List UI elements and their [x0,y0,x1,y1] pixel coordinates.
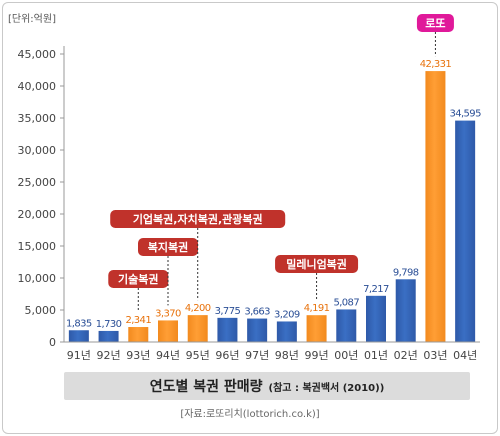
bar [395,279,416,342]
unit-label: [단위:억원] [8,12,56,25]
x-tick-label: 93년 [126,349,150,362]
bar [187,315,208,342]
x-tick-label: 00년 [334,349,358,362]
source-note: [자료:로또리치(lottorich.co.k)] [180,409,320,420]
value-label: 9,798 [393,267,419,278]
bar [247,318,268,342]
y-tick-label: 15,000 [18,240,57,253]
annotation-box [416,14,454,32]
y-tick-label: 0 [49,336,56,349]
annotation-label: 기업복권,자치복권,관광복권 [133,212,263,226]
value-label: 4,200 [185,303,211,314]
annotation-label: 밀레니엄복권 [286,257,347,271]
annotation-label: 기술복권 [118,272,158,286]
bar [455,120,476,342]
value-label: 5,087 [333,297,359,308]
value-label: 3,370 [155,308,181,319]
bar [128,327,149,342]
annotation-box [138,238,198,256]
value-label: 1,835 [66,318,92,329]
bar [425,71,446,342]
y-tick-label: 35,000 [18,112,57,125]
bar [217,317,238,342]
x-tick-label: 01년 [364,349,388,362]
bar [366,295,386,342]
chart-subtitle: (참고 : 복권백서 (2010)) [268,382,385,394]
y-tick-label: 10,000 [18,272,57,285]
y-tick-label: 40,000 [18,80,57,93]
y-tick-label: 20,000 [18,208,57,221]
x-tick-label: 03년 [423,349,447,362]
bars: 1,835 1,730 2,341 3,370 4,200 3,775 3,663 3,209… [66,59,482,342]
bar-chart: [단위:억원] 0 5,000 10,000 15,000 20,000 25,000 30… [8,12,482,362]
bar [98,330,119,342]
x-tick-label: 04년 [453,349,477,362]
chart-title-box: 연도별 복권 판매량 (참고 : 복권백서 (2010)) [64,372,470,400]
x-tick-label: 91년 [67,349,91,362]
value-label: 3,775 [215,306,241,317]
annotation-label: 로또 [425,17,445,30]
y-tick-label: 5,000 [25,304,57,317]
bar [276,321,297,342]
x-axis: 91년 92년 93년 94년 95년 96년 97년 98년 99년 00년 01년 02년 03년 0… [64,341,480,362]
annotation-box [108,270,169,288]
value-label: 3,663 [244,307,270,318]
x-tick-label: 97년 [245,349,269,362]
x-tick-label: 99년 [305,349,329,362]
x-tick-label: 94년 [156,349,180,362]
chart-title: 연도별 복권 판매량 [149,379,263,395]
value-label: 7,217 [363,284,389,295]
bar [336,309,357,342]
annotation-label: 복지복권 [148,240,188,254]
x-tick-label: 98년 [275,349,299,362]
y-tick-label: 45,000 [18,48,57,61]
bar [158,320,178,342]
x-tick-label: 92년 [97,349,121,362]
value-label: 42,331 [420,59,452,70]
value-label: 2,341 [125,315,151,326]
annotation-box [110,210,286,228]
bar [68,330,89,342]
value-label: 4,191 [304,303,330,314]
y-tick-label: 25,000 [18,176,57,189]
value-label: 1,730 [96,319,122,330]
x-tick-label: 95년 [186,349,210,362]
value-label: 34,595 [449,109,481,120]
x-tick-label: 96년 [215,349,239,362]
annotation-box [275,255,359,273]
y-tick-label: 30,000 [18,144,57,157]
value-label: 3,209 [274,309,300,320]
bar [306,315,327,342]
x-tick-label: 02년 [394,349,418,362]
y-axis: 0 5,000 10,000 15,000 20,000 25,000 30,000 35,0… [18,46,65,349]
